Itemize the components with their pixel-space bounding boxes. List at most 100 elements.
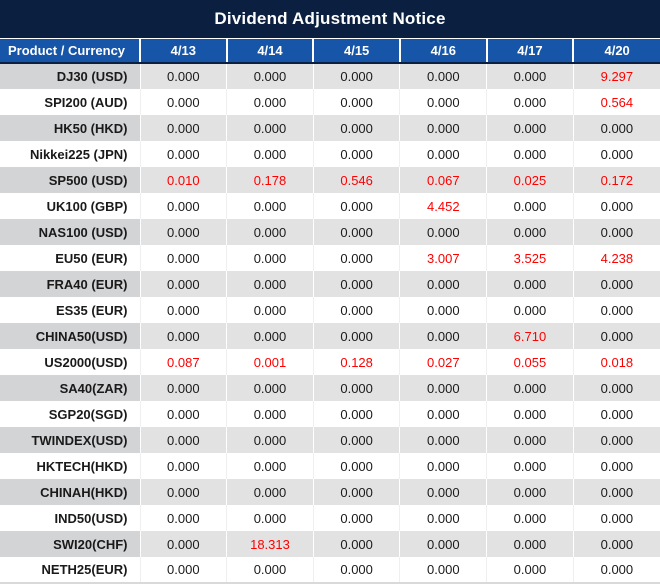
- value-cell: 0.000: [139, 271, 227, 297]
- value-cell: 0.000: [226, 89, 314, 115]
- value-cell: 0.000: [312, 401, 400, 427]
- value-cell: 0.000: [226, 141, 314, 167]
- value-cell: 0.000: [312, 557, 400, 583]
- table-row: DJ30 (USD) 0.000 0.000 0.000 0.000 0.000 9.297: [0, 63, 660, 89]
- table-row: HKTECH(HKD) 0.000 0.000 0.000 0.000 0.000 0.00…: [0, 453, 660, 479]
- value-cell: 0.000: [312, 193, 400, 219]
- value-cell: 0.000: [226, 219, 314, 245]
- value-cell: 0.000: [226, 115, 314, 141]
- value-cell: 0.000: [226, 297, 314, 323]
- product-cell: NAS100 (USD): [0, 219, 140, 245]
- table-row: SPI200 (AUD) 0.000 0.000 0.000 0.000 0.000 0.5…: [0, 89, 660, 115]
- product-cell: NETH25(EUR): [0, 557, 140, 583]
- value-cell: 0.000: [572, 193, 660, 219]
- table-row: Nikkei225 (JPN) 0.000 0.000 0.000 0.000 0.000…: [0, 141, 660, 167]
- value-cell: 0.128: [312, 349, 400, 375]
- value-cell: 0.000: [399, 505, 487, 531]
- table-row: NETH25(EUR) 0.000 0.000 0.000 0.000 0.000 0.00…: [0, 557, 660, 583]
- value-cell: 0.018: [572, 349, 660, 375]
- product-cell: IND50(USD): [0, 505, 140, 531]
- value-cell: 0.000: [312, 115, 400, 141]
- header-row: Product / Currency 4/13 4/14 4/15 4/16 4/17 4…: [0, 39, 660, 64]
- value-cell: 3.007: [399, 245, 487, 271]
- value-cell: 0.000: [399, 323, 487, 349]
- value-cell: 0.000: [139, 427, 227, 453]
- value-cell: 0.000: [139, 531, 227, 557]
- value-cell: 0.000: [572, 531, 660, 557]
- product-cell: HK50 (HKD): [0, 115, 140, 141]
- date-header: 4/13: [139, 39, 227, 64]
- table-row: IND50(USD) 0.000 0.000 0.000 0.000 0.000 0.000: [0, 505, 660, 531]
- value-cell: 0.000: [399, 219, 487, 245]
- table-row: SGP20(SGD) 0.000 0.000 0.000 0.000 0.000 0.000: [0, 401, 660, 427]
- product-cell: SP500 (USD): [0, 167, 140, 193]
- value-cell: 0.172: [572, 167, 660, 193]
- value-cell: 0.000: [399, 557, 487, 583]
- value-cell: 0.000: [312, 63, 400, 89]
- value-cell: 0.000: [486, 141, 574, 167]
- table-row: US2000(USD) 0.087 0.001 0.128 0.027 0.055 0.01…: [0, 349, 660, 375]
- value-cell: 0.000: [139, 557, 227, 583]
- value-cell: 0.178: [226, 167, 314, 193]
- value-cell: 0.000: [572, 557, 660, 583]
- product-cell: CHINAH(HKD): [0, 479, 140, 505]
- value-cell: 0.000: [312, 323, 400, 349]
- value-cell: 0.000: [399, 401, 487, 427]
- value-cell: 0.000: [226, 505, 314, 531]
- value-cell: 0.000: [226, 557, 314, 583]
- value-cell: 0.000: [226, 193, 314, 219]
- value-cell: 0.000: [572, 427, 660, 453]
- value-cell: 0.000: [486, 427, 574, 453]
- value-cell: 0.000: [399, 115, 487, 141]
- value-cell: 0.000: [399, 63, 487, 89]
- value-cell: 4.452: [399, 193, 487, 219]
- value-cell: 0.564: [572, 89, 660, 115]
- date-header: 4/17: [485, 39, 574, 64]
- value-cell: 0.000: [312, 531, 400, 557]
- value-cell: 0.000: [572, 271, 660, 297]
- value-cell: 0.000: [399, 297, 487, 323]
- value-cell: 0.000: [399, 271, 487, 297]
- value-cell: 0.000: [572, 219, 660, 245]
- value-cell: 0.000: [486, 505, 574, 531]
- value-cell: 9.297: [572, 63, 660, 89]
- table-row: UK100 (GBP) 0.000 0.000 0.000 4.452 0.000 0.00…: [0, 193, 660, 219]
- table-row: EU50 (EUR) 0.000 0.000 0.000 3.007 3.525 4.238: [0, 245, 660, 271]
- value-cell: 0.000: [139, 401, 227, 427]
- table-row: NAS100 (USD) 0.000 0.000 0.000 0.000 0.000 0.0…: [0, 219, 660, 245]
- value-cell: 6.710: [486, 323, 574, 349]
- value-cell: 0.000: [399, 531, 487, 557]
- product-cell: HKTECH(HKD): [0, 453, 140, 479]
- value-cell: 0.000: [572, 297, 660, 323]
- value-cell: 0.000: [226, 401, 314, 427]
- value-cell: 0.000: [312, 89, 400, 115]
- date-header: 4/14: [225, 39, 314, 64]
- value-cell: 0.000: [139, 219, 227, 245]
- value-cell: 0.000: [572, 375, 660, 401]
- value-cell: 0.025: [486, 167, 574, 193]
- value-cell: 4.238: [572, 245, 660, 271]
- corner-header: Product / Currency: [0, 39, 140, 64]
- value-cell: 0.000: [226, 375, 314, 401]
- value-cell: 0.000: [139, 63, 227, 89]
- value-cell: 0.000: [399, 479, 487, 505]
- value-cell: 0.000: [486, 89, 574, 115]
- table-row: SP500 (USD) 0.010 0.178 0.546 0.067 0.025 0.17…: [0, 167, 660, 193]
- page-title: Dividend Adjustment Notice: [214, 9, 446, 28]
- value-cell: 0.000: [399, 89, 487, 115]
- value-cell: 0.000: [572, 115, 660, 141]
- product-cell: ES35 (EUR): [0, 297, 140, 323]
- value-cell: 0.067: [399, 167, 487, 193]
- table-body: DJ30 (USD) 0.000 0.000 0.000 0.000 0.000 9.297…: [0, 63, 660, 583]
- value-cell: 0.001: [226, 349, 314, 375]
- value-cell: 0.546: [312, 167, 400, 193]
- value-cell: 0.000: [572, 323, 660, 349]
- value-cell: 0.000: [226, 427, 314, 453]
- table-row: TWINDEX(USD) 0.000 0.000 0.000 0.000 0.000 0.0…: [0, 427, 660, 453]
- value-cell: 0.000: [226, 479, 314, 505]
- value-cell: 3.525: [486, 245, 574, 271]
- value-cell: 0.000: [226, 245, 314, 271]
- value-cell: 0.000: [486, 375, 574, 401]
- value-cell: 0.000: [486, 479, 574, 505]
